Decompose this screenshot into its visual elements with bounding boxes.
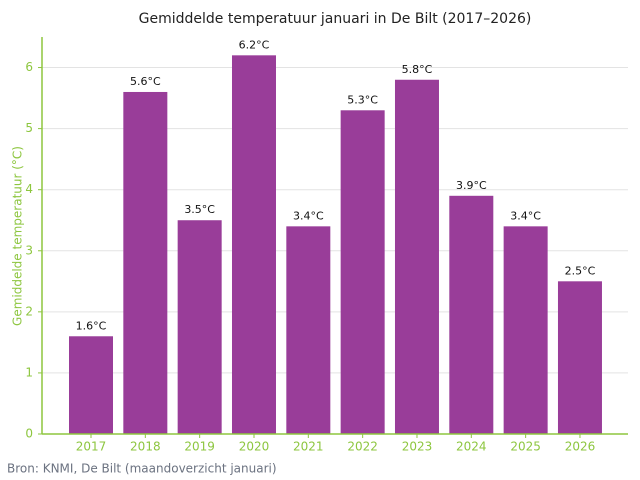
x-tick-label: 2022	[347, 440, 378, 454]
x-tick-label: 2024	[456, 440, 487, 454]
bar	[177, 220, 222, 434]
y-tick-label: 3	[25, 243, 33, 257]
value-label: 3.4°C	[510, 209, 541, 222]
y-axis-label: Gemiddelde temperatuur (°C)	[11, 146, 25, 326]
y-tick-label: 1	[25, 365, 33, 379]
value-label: 2.5°C	[565, 264, 596, 277]
bar	[503, 226, 548, 434]
bar	[123, 91, 168, 434]
y-tick-label: 4	[25, 182, 33, 196]
y-tick-label: 0	[25, 427, 33, 441]
value-label: 5.6°C	[130, 75, 161, 88]
bar	[286, 226, 331, 434]
bar	[449, 195, 494, 434]
x-tick-label: 2020	[239, 440, 270, 454]
bar	[231, 55, 276, 434]
x-tick-label: 2025	[510, 440, 541, 454]
source-note: Bron: KNMI, De Bilt (maandoverzicht janu…	[7, 462, 277, 476]
x-tick-label: 2017	[76, 440, 107, 454]
x-tick-label: 2026	[565, 440, 596, 454]
x-tick-label: 2019	[184, 440, 215, 454]
value-label: 3.5°C	[184, 203, 215, 216]
y-tick-label: 6	[25, 60, 33, 74]
y-tick-label: 2	[25, 304, 33, 318]
bar	[340, 110, 385, 435]
value-label: 5.8°C	[402, 63, 433, 76]
bar	[557, 281, 602, 434]
bar	[394, 79, 439, 434]
value-label: 6.2°C	[239, 38, 270, 51]
value-label: 3.9°C	[456, 179, 487, 192]
value-label: 1.6°C	[76, 319, 107, 332]
x-tick-label: 2023	[402, 440, 433, 454]
x-tick-label: 2021	[293, 440, 324, 454]
y-tick-label: 5	[25, 121, 33, 135]
x-tick-label: 2018	[130, 440, 161, 454]
value-label: 3.4°C	[293, 209, 324, 222]
value-label: 5.3°C	[347, 93, 378, 106]
bar	[69, 336, 113, 434]
chart-title: Gemiddelde temperatuur januari in De Bil…	[139, 11, 532, 27]
